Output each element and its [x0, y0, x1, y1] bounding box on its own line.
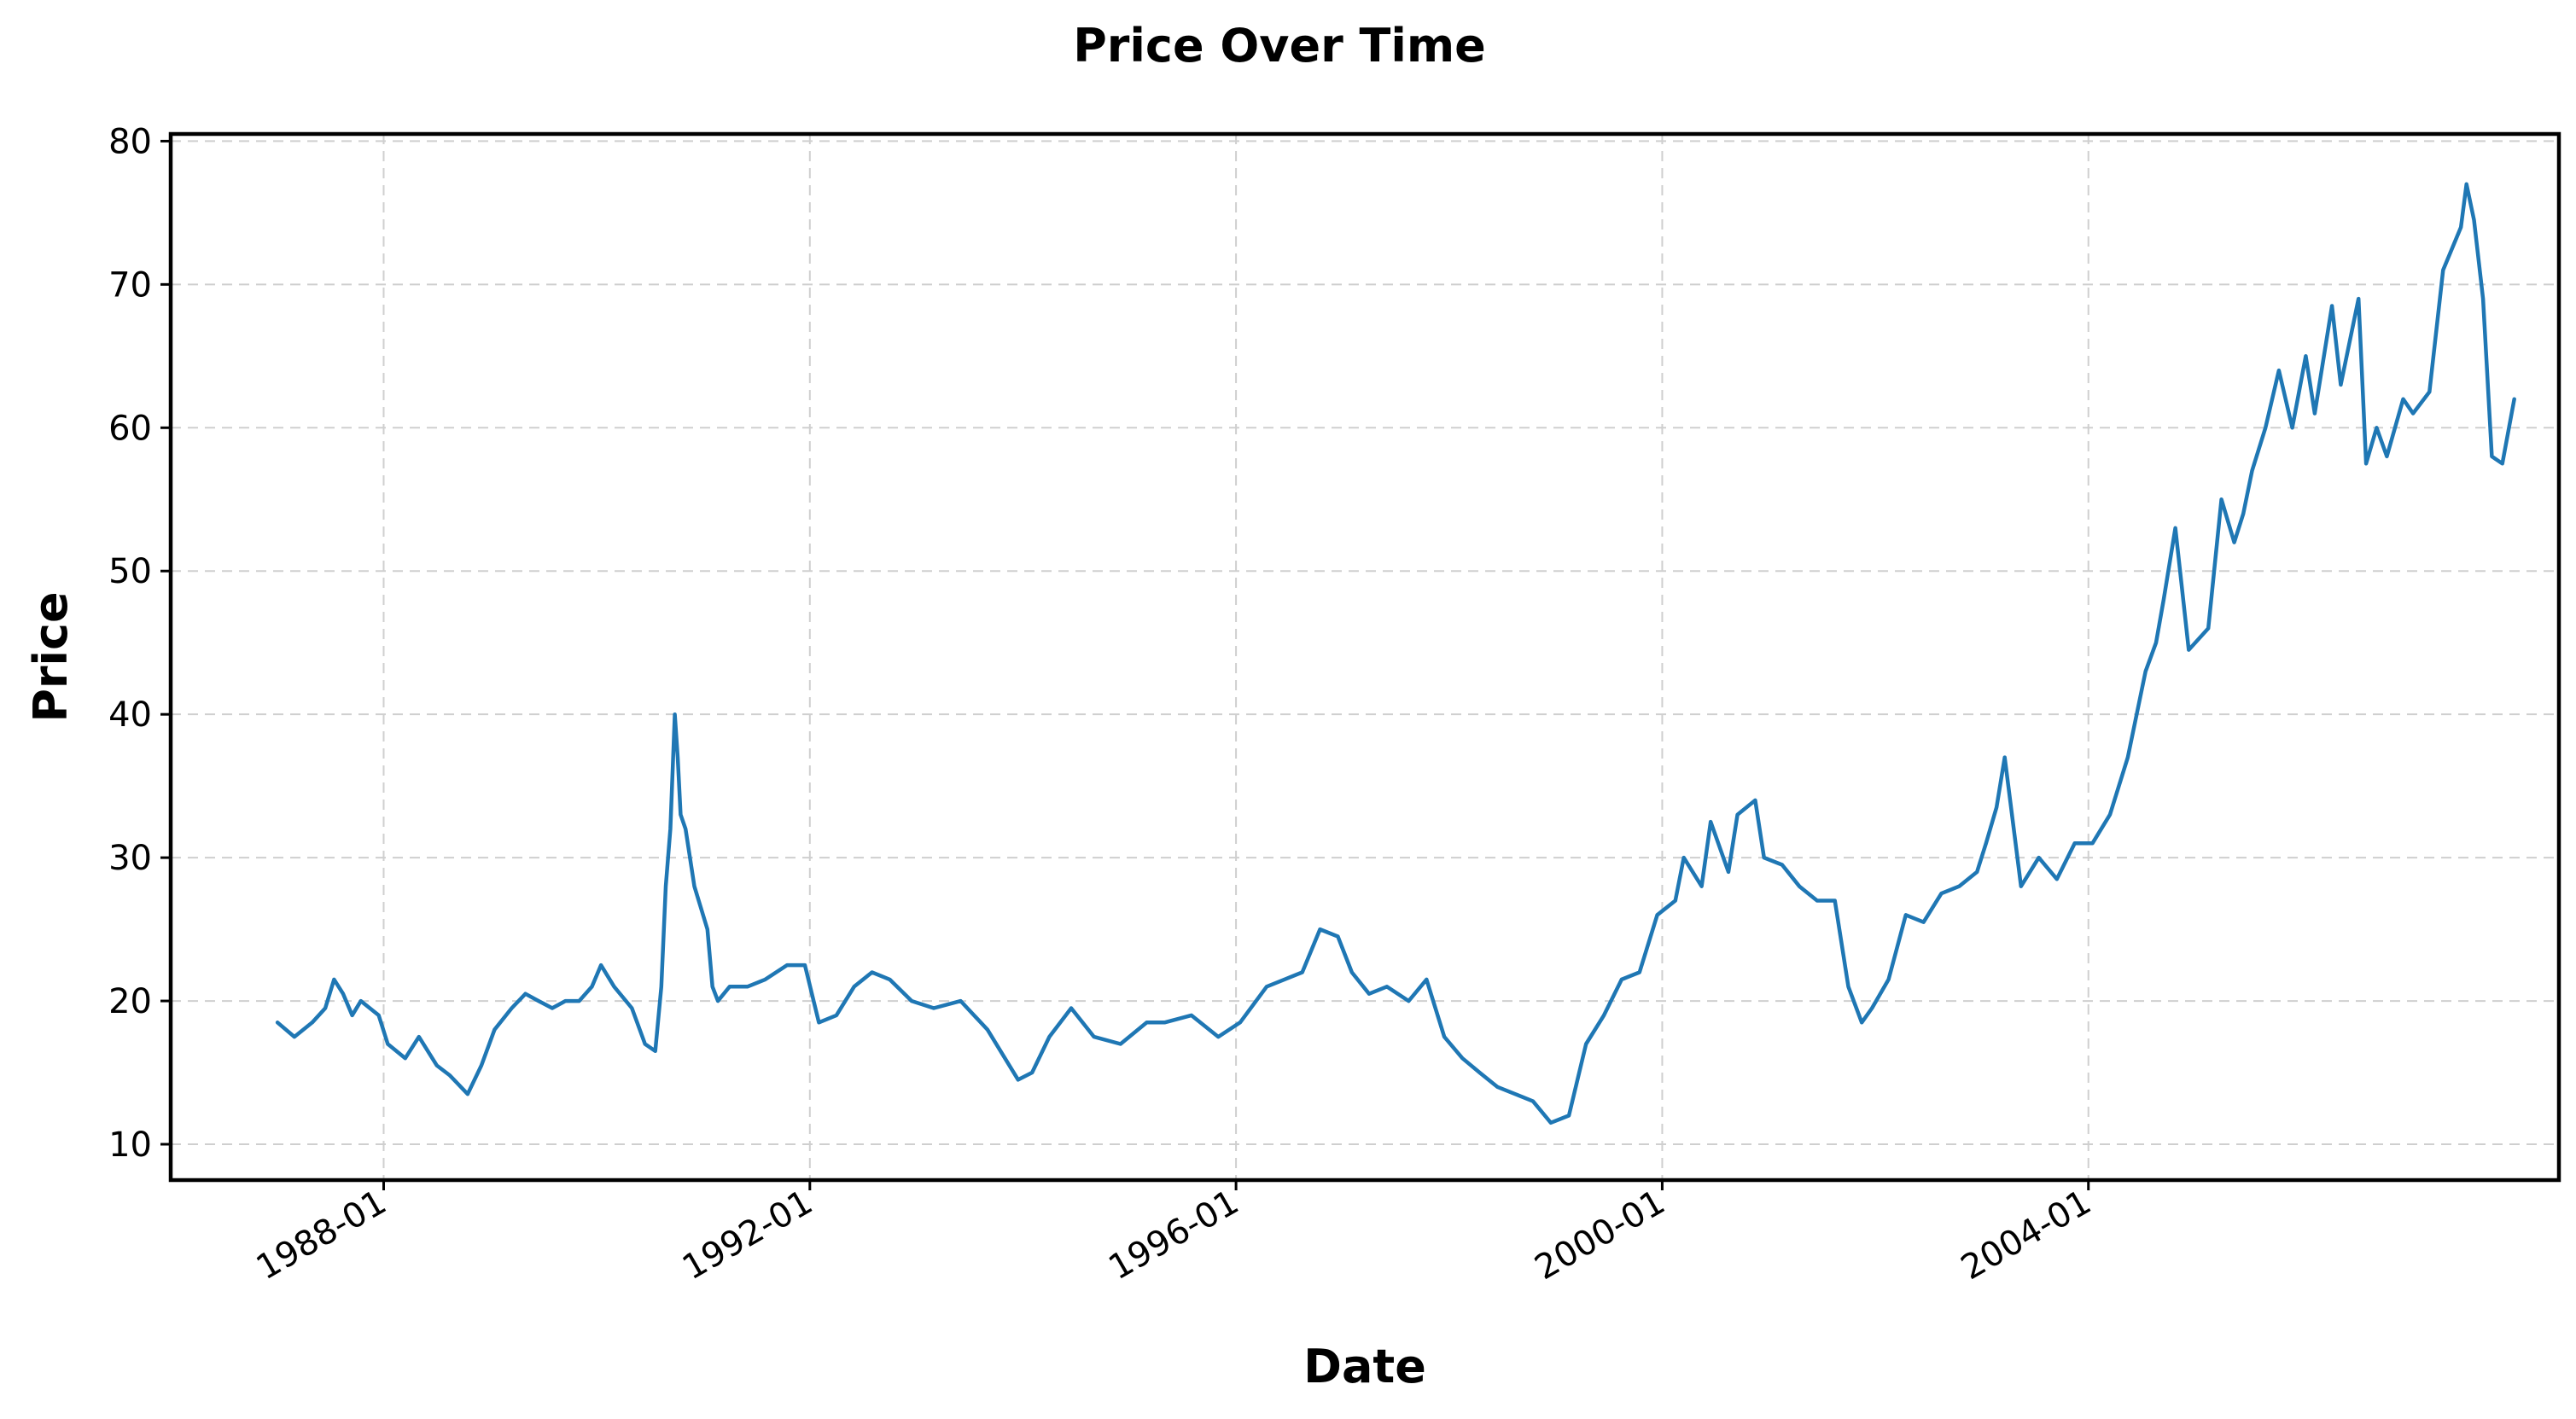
- price-line: [275, 182, 2516, 1125]
- plot-frame: [168, 131, 2561, 1183]
- x-axis-label: Date: [1303, 1340, 1426, 1393]
- x-tick-label: 2000-01: [1529, 1183, 1672, 1288]
- chart-title: Price Over Time: [1073, 19, 1486, 73]
- y-tick-label: 60: [108, 409, 152, 448]
- x-tick-label: 1996-01: [1102, 1183, 1245, 1288]
- y-tick-label: 20: [108, 982, 152, 1021]
- grid-lines: [171, 134, 2559, 1180]
- y-tick-label: 30: [108, 839, 152, 878]
- x-tick-label: 2004-01: [1955, 1183, 2098, 1288]
- y-axis-label: Price: [24, 591, 78, 722]
- y-tick-label: 70: [108, 265, 152, 305]
- y-tick-label: 10: [108, 1125, 152, 1165]
- x-tick-label: 1988-01: [250, 1183, 393, 1288]
- axis-ticks: 10 20 30 40 50 60 70 80 1988-01 1992-01 1996-01 200…: [108, 122, 2098, 1288]
- y-tick-label: 40: [108, 695, 152, 735]
- x-tick-label: 1992-01: [676, 1183, 819, 1288]
- y-tick-label: 80: [108, 122, 152, 161]
- y-tick-label: 50: [108, 552, 152, 591]
- series-layer: [275, 182, 2516, 1125]
